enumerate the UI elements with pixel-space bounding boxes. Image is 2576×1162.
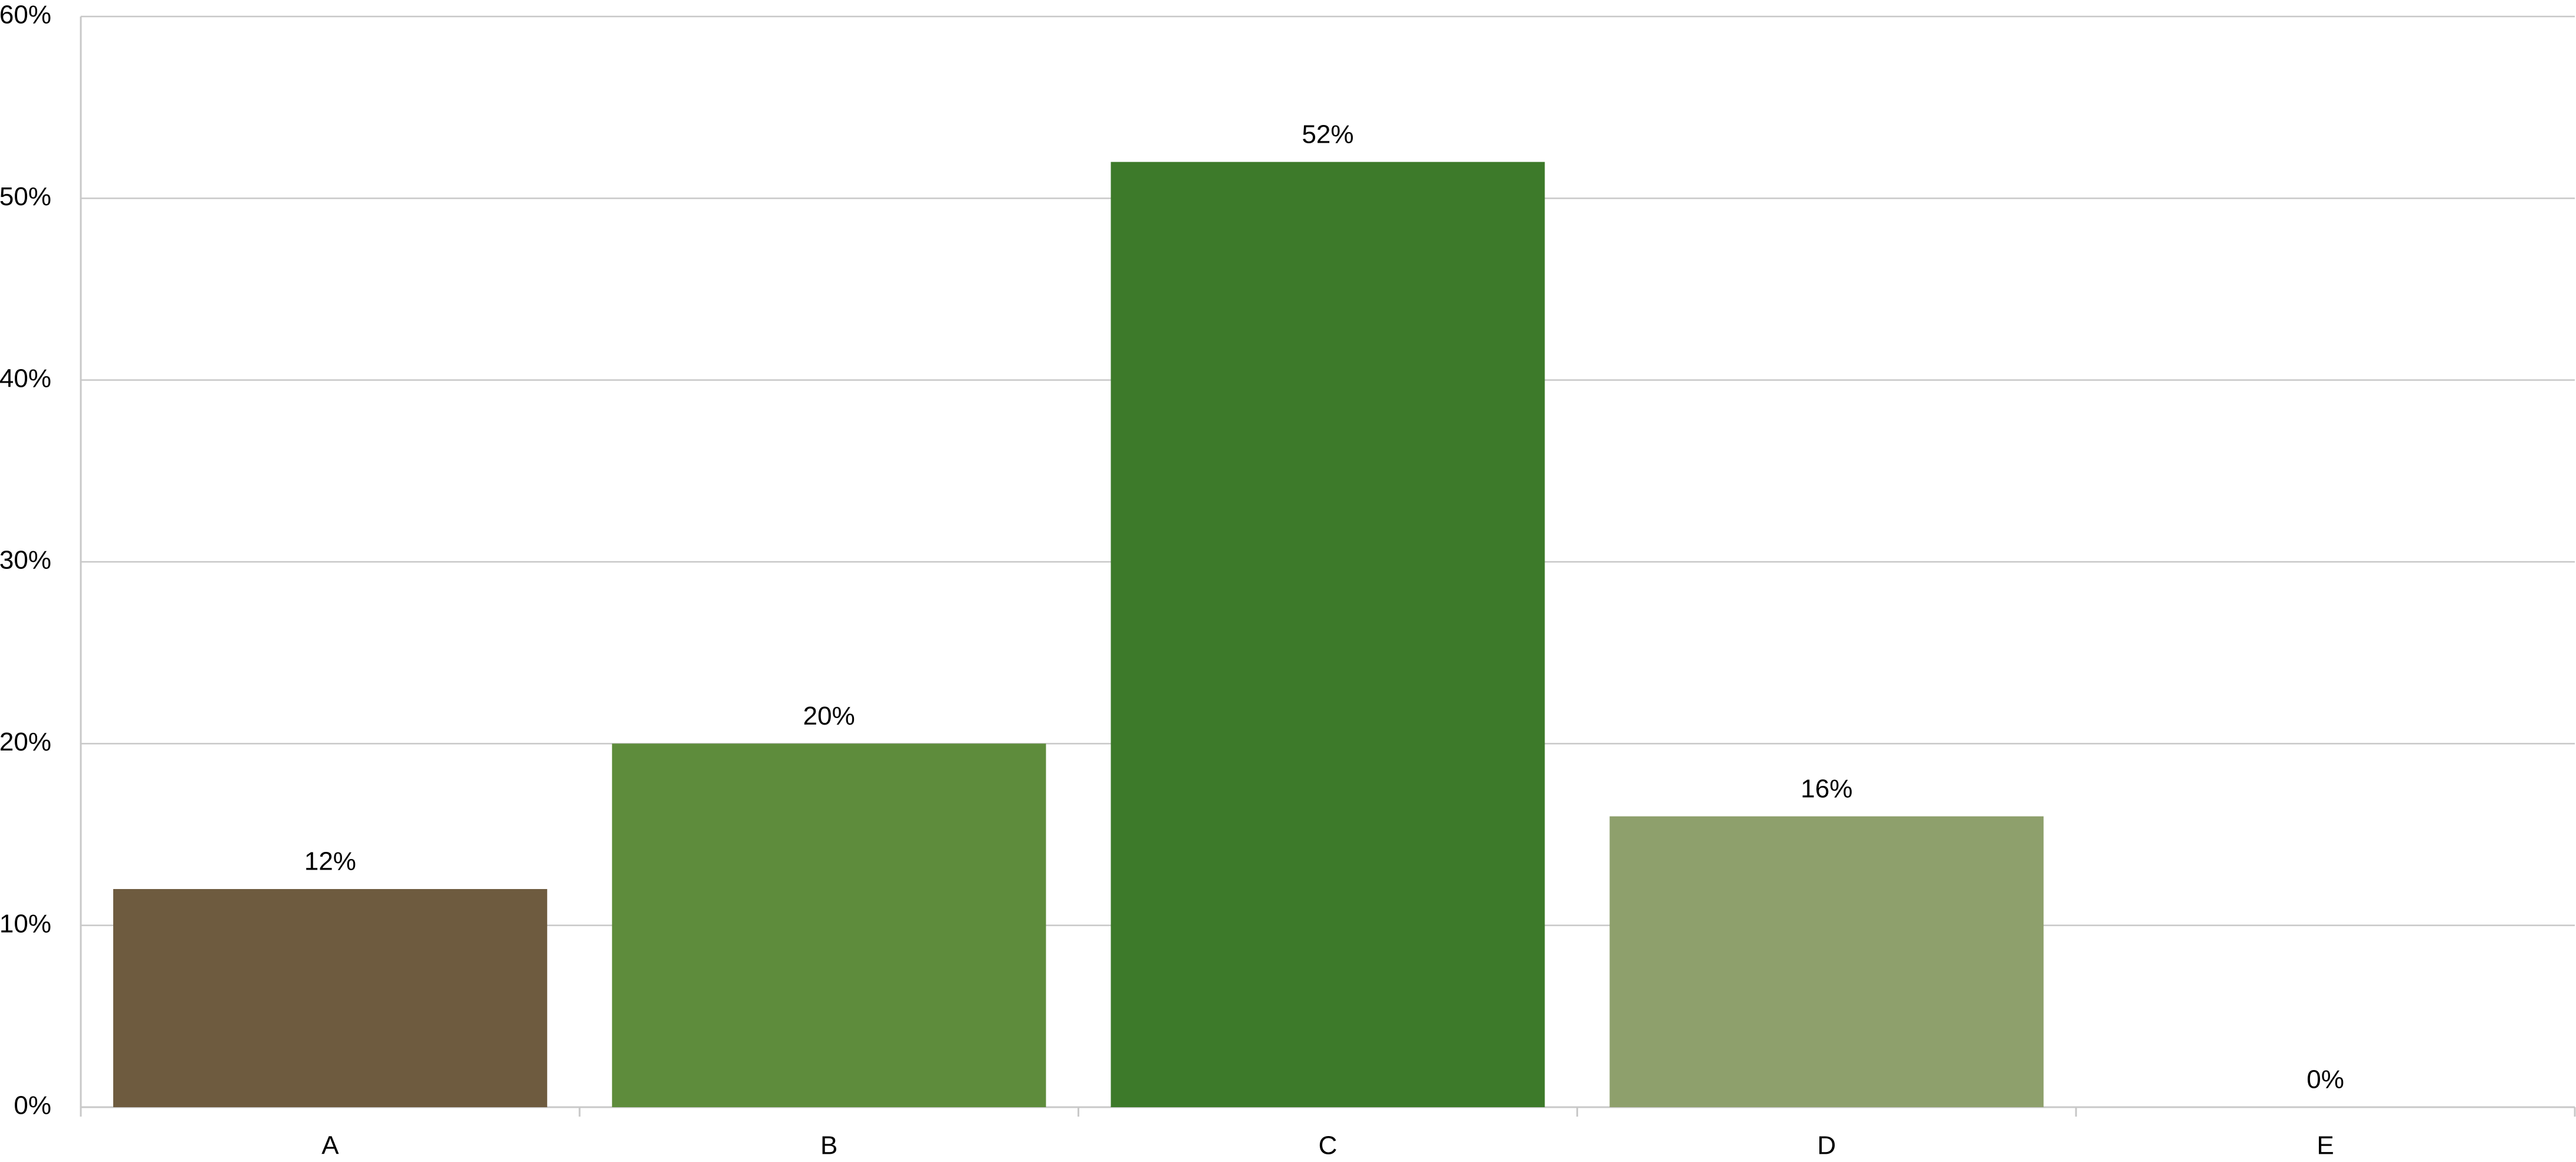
value-label: 16% — [1800, 774, 1852, 803]
y-tick-label: 0% — [14, 1091, 51, 1120]
x-tick-label: E — [2317, 1131, 2334, 1160]
y-tick-label: 50% — [0, 182, 51, 211]
bar — [1609, 816, 2044, 1107]
y-tick-label: 40% — [0, 364, 51, 393]
y-tick-label: 10% — [0, 909, 51, 938]
y-tick-label: 20% — [0, 728, 51, 756]
value-label: 20% — [803, 702, 855, 730]
y-tick-label: 30% — [0, 546, 51, 575]
bar — [612, 743, 1046, 1107]
y-tick-label: 60% — [0, 1, 51, 29]
value-label: 52% — [1302, 120, 1353, 149]
value-label: 12% — [304, 847, 356, 876]
x-tick-label: C — [1319, 1131, 1338, 1160]
bar — [1110, 162, 1545, 1108]
value-label: 0% — [2306, 1065, 2344, 1094]
bar — [113, 889, 547, 1107]
x-tick-label: B — [820, 1131, 837, 1160]
x-tick-label: A — [321, 1131, 339, 1160]
x-tick-label: D — [1817, 1131, 1836, 1160]
